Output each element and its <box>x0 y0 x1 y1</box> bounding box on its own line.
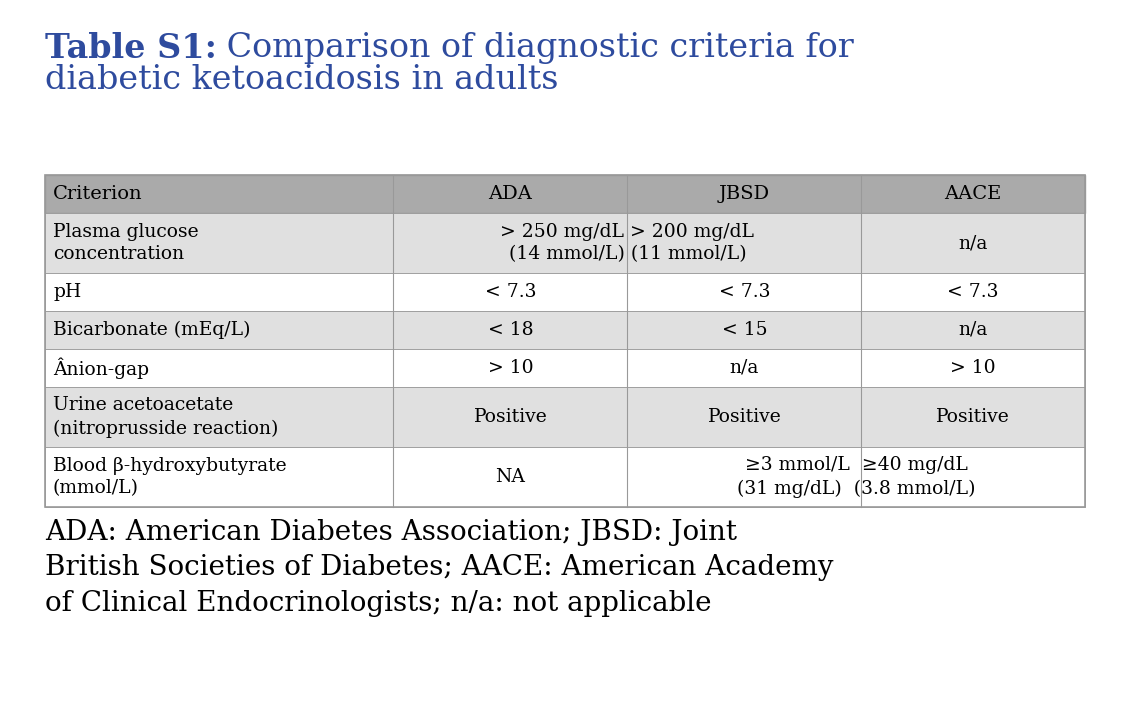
Text: Positive: Positive <box>936 408 1010 426</box>
Text: Blood β-hydroxybutyrate
(mmol/L): Blood β-hydroxybutyrate (mmol/L) <box>53 457 287 498</box>
Text: ADA: American Diabetes Association; JBSD: Joint
British Societies of Diabetes; A: ADA: American Diabetes Association; JBSD… <box>45 519 834 617</box>
Text: > 250 mg/dL > 200 mg/dL
(14 mmol/L) (11 mmol/L): > 250 mg/dL > 200 mg/dL (14 mmol/L) (11 … <box>501 222 755 263</box>
Text: ≥3 mmol/L  ≥40 mg/dL
(31 mg/dL)  (3.8 mmol/L): ≥3 mmol/L ≥40 mg/dL (31 mg/dL) (3.8 mmol… <box>737 457 975 498</box>
Bar <box>45 387 1084 447</box>
Text: Comparison of diagnostic criteria for: Comparison of diagnostic criteria for <box>216 32 854 64</box>
Text: Ânion-gap: Ânion-gap <box>53 358 150 379</box>
Bar <box>45 175 1084 213</box>
Bar <box>45 311 1084 349</box>
Text: ADA: ADA <box>488 185 532 203</box>
Text: < 18: < 18 <box>487 321 533 339</box>
Text: Bicarbonate (mEq/L): Bicarbonate (mEq/L) <box>53 321 251 339</box>
Text: < 15: < 15 <box>721 321 767 339</box>
Text: n/a: n/a <box>958 234 988 252</box>
Text: AACE: AACE <box>945 185 1002 203</box>
Text: < 7.3: < 7.3 <box>947 283 999 301</box>
Text: n/a: n/a <box>958 321 988 339</box>
Text: < 7.3: < 7.3 <box>485 283 537 301</box>
Text: Table S1:: Table S1: <box>45 32 217 65</box>
Text: diabetic ketoacidosis in adults: diabetic ketoacidosis in adults <box>45 64 558 96</box>
Bar <box>45 349 1084 387</box>
Text: < 7.3: < 7.3 <box>719 283 771 301</box>
Text: Positive: Positive <box>708 408 781 426</box>
Bar <box>45 213 1084 273</box>
Text: pH: pH <box>53 283 81 301</box>
Text: Urine acetoacetate
(nitroprusside reaction): Urine acetoacetate (nitroprusside reacti… <box>53 396 278 438</box>
Bar <box>45 447 1084 507</box>
Text: > 10: > 10 <box>487 359 533 377</box>
Text: Plasma glucose
concentration: Plasma glucose concentration <box>53 222 199 263</box>
Text: Criterion: Criterion <box>53 185 143 203</box>
Bar <box>45 175 1084 507</box>
Text: Positive: Positive <box>474 408 547 426</box>
Bar <box>45 273 1084 311</box>
Text: > 10: > 10 <box>951 359 996 377</box>
Text: NA: NA <box>495 468 525 486</box>
Text: JBSD: JBSD <box>719 185 770 203</box>
Text: n/a: n/a <box>730 359 759 377</box>
